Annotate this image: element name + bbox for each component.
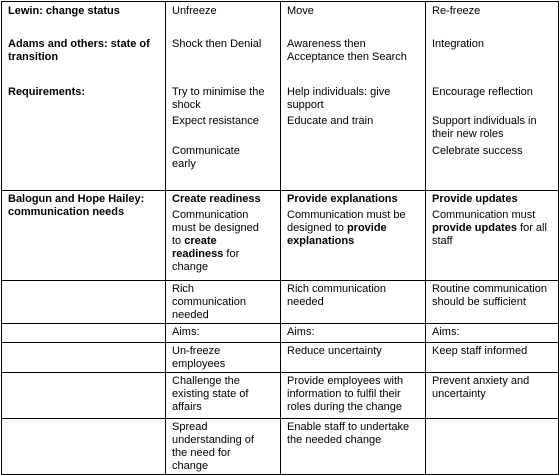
cell-text: Provide employees with information to fu… <box>287 375 404 413</box>
state: Shock then Denial <box>172 38 262 50</box>
cell-text: Enable staff to undertake the needed cha… <box>287 421 410 446</box>
row-label: Balogun and Hope Hailey: communication n… <box>8 193 145 218</box>
stage: Move <box>287 5 314 17</box>
cell-text: Challenge the existing state of affairs <box>172 375 249 413</box>
description-part: for change <box>172 248 240 273</box>
heading: Provide updates <box>432 193 518 205</box>
rule <box>425 1 426 475</box>
description-part: provide updates <box>432 222 517 234</box>
requirement: Communicate early <box>172 145 240 170</box>
cell-text: Reduce uncertainty <box>287 345 382 357</box>
requirement: Try to minimise the shock <box>172 86 265 111</box>
state: Awareness then Acceptance then Search <box>287 38 407 63</box>
cell-text: Prevent anxiety and uncertainty <box>432 375 530 400</box>
requirement: Celebrate success <box>432 145 523 157</box>
state: Integration <box>432 38 484 50</box>
cell-text: Aims: <box>172 326 200 338</box>
requirement: Help individuals: give support <box>287 86 391 111</box>
requirement: Educate and train <box>287 115 374 127</box>
row-label: Adams and others: state of transition <box>8 38 150 63</box>
requirement: Encourage reflection <box>432 86 533 98</box>
cell-text: Aims: <box>432 326 460 338</box>
stage: Re-freeze <box>432 5 481 17</box>
cell-text: Un-freeze employees <box>172 345 226 370</box>
description-part: Communication must be designed to <box>287 209 406 234</box>
description: Communication must provide updates for a… <box>432 209 554 248</box>
cell-text: Spread understanding of the need for cha… <box>172 421 254 472</box>
description-part: create readiness <box>172 235 224 260</box>
row-label: Lewin: change status <box>8 5 120 17</box>
cell-text: Aims: <box>287 326 315 338</box>
cell-text: Rich communication needed <box>287 283 387 308</box>
heading: Create readiness <box>172 193 261 205</box>
requirement: Expect resistance <box>172 115 259 127</box>
description-part: Communication must be designed to <box>172 209 259 247</box>
stage: Unfreeze <box>172 5 217 17</box>
description-part: provide explanations <box>287 222 387 247</box>
rule <box>165 1 166 475</box>
cell-text: Keep staff informed <box>432 345 528 357</box>
row-label: Requirements: <box>8 86 86 98</box>
cell-text: Rich communication needed <box>172 283 246 321</box>
heading: Provide explanations <box>287 193 398 205</box>
rule <box>1 1 2 475</box>
cell-text: Routine communication should be sufficie… <box>432 283 547 308</box>
requirement: Support individuals in their new roles <box>432 115 537 140</box>
rule <box>280 1 281 475</box>
description-part: Communication must <box>432 209 536 221</box>
description-part: for all staff <box>432 222 547 247</box>
description: Communication must be designed to create… <box>172 209 264 274</box>
description: Communication must be designed to provid… <box>287 209 421 248</box>
